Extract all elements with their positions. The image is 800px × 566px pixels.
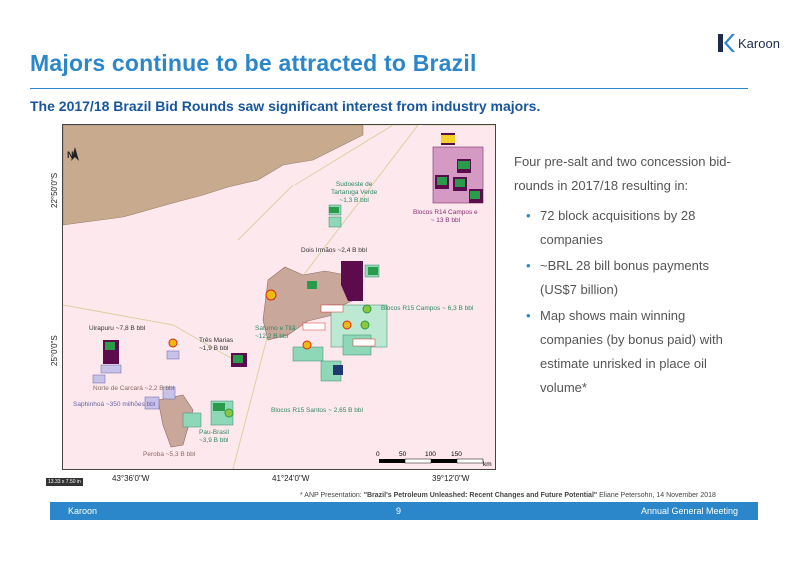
lon-label-right: 39°12'0"W bbox=[432, 474, 470, 483]
label-dois-irmaos: Dois Irmãos ~2,4 B bbl bbox=[301, 247, 367, 254]
slide-title: Majors continue to be attracted to Brazi… bbox=[30, 50, 477, 76]
north-label: N bbox=[67, 150, 74, 160]
title-divider bbox=[30, 88, 748, 89]
bullet-item: Map shows main winning companies (by bon… bbox=[526, 304, 744, 400]
coastline-land bbox=[63, 125, 364, 226]
footer-event: Annual General Meeting bbox=[640, 506, 738, 516]
scale-tick: 150 bbox=[451, 451, 462, 458]
block-lavender bbox=[144, 396, 160, 410]
block-green bbox=[182, 412, 202, 428]
logo-text: Karoon bbox=[738, 36, 780, 51]
peroba-polygon bbox=[157, 394, 194, 448]
label-r15-santos: Blocos R15 Santos ~ 2,65 B bbl bbox=[271, 407, 363, 414]
bullet-item: 72 block acquisitions by 28 companies bbox=[526, 204, 744, 252]
block-lavender bbox=[162, 386, 176, 400]
label-norte-carcara: Norte de Carcará ~2,2 B bbl bbox=[93, 385, 175, 392]
label-peroba: Peroba ~5,3 B bbl bbox=[143, 451, 196, 458]
scale-unit: km bbox=[483, 461, 492, 468]
dois-irmaos-block bbox=[341, 261, 363, 301]
label-r15-campos: Blocos R15 Campos ~ 6,3 B bbl bbox=[381, 305, 474, 312]
bid-round-map: N Sudoeste de Tartaruga Verde ~1,3 B bbl… bbox=[62, 124, 496, 470]
label-r14-campos: Blocos R14 Campos e ~ 13 B bbl bbox=[413, 209, 478, 224]
block-lavender bbox=[92, 374, 106, 384]
scale-bar bbox=[379, 458, 484, 464]
scale-tick: 50 bbox=[399, 451, 407, 458]
basin-boundary-3 bbox=[63, 304, 244, 366]
label-saturno-tita: Saturno e Titã ~12,2 B bbl bbox=[255, 325, 296, 340]
label-uirapuru: Uirapuru ~7,8 B bbl bbox=[89, 325, 146, 332]
slide-subtitle: The 2017/18 Brazil Bid Rounds saw signif… bbox=[30, 98, 541, 114]
bullet-intro: Four pre-salt and two concession bid-rou… bbox=[514, 154, 731, 193]
footer-page-number: 9 bbox=[396, 506, 402, 516]
label-saphinhoa: Saphinhoá ~350 milhões bbl bbox=[73, 401, 156, 408]
scale-tick: 100 bbox=[425, 451, 436, 458]
label-sudoeste: Sudoeste de Tartaruga Verde ~1,3 B bbl bbox=[331, 181, 378, 204]
bullet-list: 72 block acquisitions by 28 companies ~B… bbox=[514, 204, 744, 400]
label-pau-brasil: Pau-Brasil ~3,9 B bbl bbox=[199, 429, 229, 444]
bullet-panel: Four pre-salt and two concession bid-rou… bbox=[514, 150, 744, 402]
lon-label-left: 43°36'0"W bbox=[112, 474, 150, 483]
north-arrow-icon bbox=[71, 147, 79, 161]
map-graphic bbox=[63, 125, 495, 469]
footnote-title: "Brazil's Petroleum Unleashed: Recent Ch… bbox=[363, 492, 598, 499]
basin-boundary-2 bbox=[237, 125, 495, 241]
block-lavender bbox=[100, 364, 122, 374]
company-markers bbox=[105, 135, 480, 418]
lat-label-top: 22°50'0"S bbox=[50, 172, 59, 208]
karoon-logo-icon bbox=[718, 34, 735, 52]
block-lavender bbox=[166, 350, 180, 360]
footer-company: Karoon bbox=[68, 506, 98, 516]
footnote-prefix: * ANP Presentation: bbox=[300, 492, 364, 499]
karoon-logo: Karoon bbox=[716, 32, 786, 58]
block-green bbox=[328, 216, 342, 228]
footer-bar: Karoon 9 Annual General Meeting bbox=[50, 502, 758, 520]
footnote-suffix: Eliane Petersohn, 14 November 2018 bbox=[597, 492, 716, 499]
bullet-item: ~BRL 28 bill bonus payments (US$7 billio… bbox=[526, 254, 744, 302]
basin-boundary-4 bbox=[294, 125, 394, 186]
footnote: * ANP Presentation: "Brazil's Petroleum … bbox=[300, 492, 716, 499]
basin-boundary bbox=[232, 125, 419, 469]
lon-label-mid: 41°24'0"W bbox=[272, 474, 310, 483]
lat-label-bottom: 25°0'0"S bbox=[50, 335, 59, 366]
label-tres-marias: Três Marias ~1,9 B bbl bbox=[199, 337, 234, 352]
size-stamp: 13.33 x 7.50 in bbox=[46, 478, 83, 486]
scale-tick: 0 bbox=[376, 451, 380, 458]
